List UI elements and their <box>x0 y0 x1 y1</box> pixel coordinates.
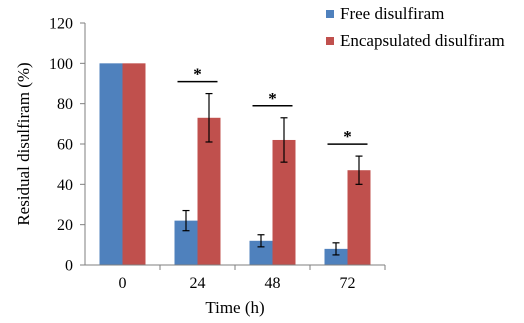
legend-label: Encapsulated disulfiram <box>340 31 505 50</box>
legend-swatch <box>326 37 334 45</box>
x-tick-label: 48 <box>265 275 281 292</box>
y-tick-label: 20 <box>57 217 73 234</box>
y-tick-label: 60 <box>57 137 73 154</box>
bars <box>99 63 371 266</box>
y-tick-label: 40 <box>57 177 73 194</box>
y-tick-label: 0 <box>65 258 73 275</box>
significance-star: * <box>268 89 277 108</box>
bar-encapsulated-0 <box>122 63 146 266</box>
x-tick-label: 0 <box>119 275 127 292</box>
y-tick-label: 120 <box>49 16 73 33</box>
y-tick-label: 80 <box>57 96 73 113</box>
x-tick-label: 72 <box>340 275 356 292</box>
bar-encapsulated-48 <box>272 139 296 265</box>
error-bars <box>182 92 363 256</box>
legend: Free disulfiram Encapsulated disulfiram <box>326 4 505 50</box>
x-axis-title: Time (h) <box>205 298 264 317</box>
legend-swatch <box>326 10 334 18</box>
significance-star: * <box>193 65 202 84</box>
bar-free-24 <box>174 220 198 265</box>
y-axis-ticks: 0 20 40 60 80 100 120 <box>49 16 85 275</box>
bar-free-0 <box>99 63 123 266</box>
y-tick-label: 100 <box>49 56 73 73</box>
y-axis-title: Residual disulfiram (%) <box>14 62 33 225</box>
significance-annotations: * * * <box>177 65 368 146</box>
bar-encapsulated-72 <box>347 170 371 265</box>
bar-free-48 <box>249 240 273 265</box>
significance-star: * <box>343 127 352 146</box>
x-tick-label: 24 <box>190 275 206 292</box>
x-axis-ticks: 0 24 48 72 <box>119 265 386 292</box>
bar-free-72 <box>324 248 348 265</box>
legend-label: Free disulfiram <box>340 4 444 23</box>
bar-encapsulated-24 <box>197 117 221 266</box>
